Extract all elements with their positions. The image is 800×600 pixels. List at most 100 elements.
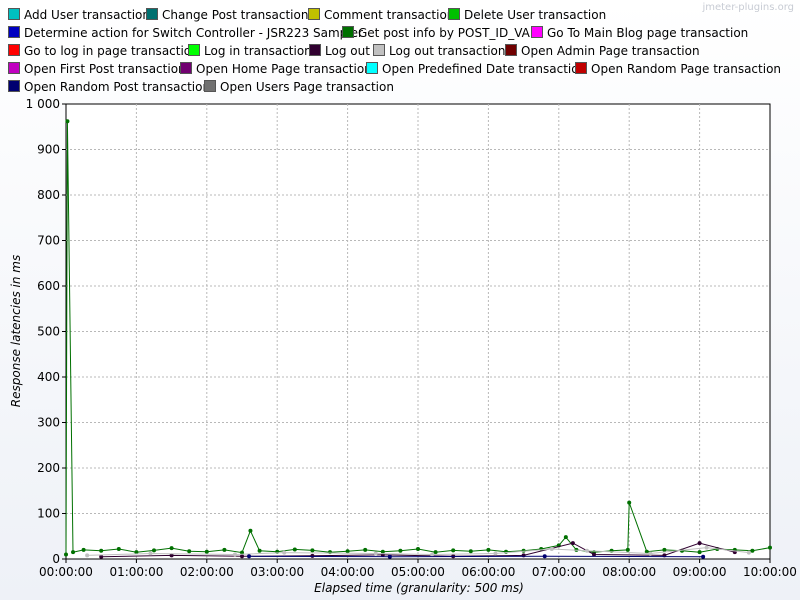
- y-axis-ticks: 0 100 200 300 400 500 600 700 800 900 1 000: [26, 97, 66, 566]
- legend-swatch: [309, 44, 321, 56]
- y-tick-label: 700: [37, 234, 60, 248]
- data-point: [627, 500, 632, 505]
- data-point: [697, 550, 702, 555]
- data-point: [493, 551, 498, 556]
- x-tick-label: 07:00:00: [532, 565, 586, 579]
- legend-label: Delete User transaction: [464, 8, 607, 22]
- data-point: [240, 550, 244, 555]
- data-point: [648, 551, 653, 556]
- data-point: [373, 551, 378, 556]
- legend-swatch: [366, 62, 378, 74]
- y-tick-label: 900: [37, 143, 60, 157]
- data-point: [99, 548, 104, 553]
- legend-item: Go To Main Blog page transaction: [531, 24, 748, 42]
- y-tick-label: 200: [37, 461, 60, 475]
- legend-swatch: [505, 44, 517, 56]
- data-point: [549, 546, 554, 551]
- data-point: [768, 545, 772, 550]
- data-point: [704, 545, 709, 550]
- legend-item: Open First Post transaction: [8, 60, 186, 78]
- data-point: [81, 547, 86, 552]
- data-point: [363, 547, 368, 552]
- legend-item: Log in transaction: [188, 42, 312, 60]
- x-tick-label: 08:00:00: [602, 565, 656, 579]
- series: [99, 541, 737, 559]
- legend-item: Get post info by POST_ID_VAL: [342, 24, 537, 42]
- legend-item: Log out: [309, 42, 370, 60]
- x-tick-label: 06:00:00: [461, 565, 515, 579]
- legend-swatch: [8, 62, 20, 74]
- y-tick-label: 0: [52, 552, 60, 566]
- data-point: [746, 550, 751, 555]
- x-tick-label: 03:00:00: [250, 565, 304, 579]
- x-tick-label: 05:00:00: [391, 565, 445, 579]
- data-point: [64, 552, 68, 557]
- legend-swatch: [204, 80, 216, 92]
- legend-item: Open Random Post transaction: [8, 78, 210, 96]
- data-point: [563, 535, 568, 540]
- data-point: [187, 549, 192, 554]
- legend-swatch: [8, 44, 20, 56]
- legend-label: Open Predefined Date transaction: [382, 62, 587, 76]
- legend-label: Open Random Post transaction: [24, 80, 211, 94]
- data-point: [65, 119, 70, 124]
- y-tick-label: 1 000: [26, 97, 60, 111]
- data-point: [148, 551, 153, 556]
- data-point: [697, 541, 702, 546]
- data-point: [701, 554, 706, 559]
- legend-swatch: [180, 62, 192, 74]
- series-line: [101, 542, 735, 558]
- x-axis-ticks: 00:00:00 01:00:00 02:00:00 03:00:00 04:00:00…: [39, 559, 797, 579]
- legend-label: Open Admin Page transaction: [521, 44, 700, 58]
- legend-item: Open Random Page transaction: [575, 60, 781, 78]
- data-point: [398, 548, 403, 553]
- series-line: [65, 121, 771, 555]
- legend-label: Open Random Page transaction: [591, 62, 782, 76]
- data-point: [248, 528, 253, 533]
- data-point: [416, 546, 420, 551]
- data-point: [345, 549, 350, 554]
- series: [247, 554, 706, 559]
- x-axis-title: Elapsed time (granularity: 500 ms): [314, 581, 524, 595]
- data-point: [468, 549, 473, 554]
- legend-item: Go to log in page transaction: [8, 42, 199, 60]
- legend-item: Add User transaction: [8, 6, 150, 24]
- legend-label: Log in transaction: [204, 44, 312, 58]
- legend-item: Open Users Page transaction: [204, 78, 394, 96]
- y-tick-label: 800: [37, 188, 60, 202]
- data-point: [169, 546, 174, 551]
- legend-swatch: [146, 8, 158, 20]
- grid-lines: [66, 104, 770, 559]
- data-point: [328, 550, 332, 555]
- legend-label: Get post info by POST_ID_VAL: [358, 26, 537, 40]
- y-tick-label: 400: [37, 370, 60, 384]
- data-point: [257, 548, 262, 553]
- data-point: [644, 549, 649, 554]
- data-point: [451, 548, 456, 553]
- data-point: [169, 553, 174, 558]
- data-point: [71, 550, 76, 555]
- series-layer: [64, 119, 772, 559]
- data-point: [204, 549, 209, 554]
- legend-label: Open First Post transaction: [24, 62, 186, 76]
- data-point: [662, 547, 667, 552]
- y-tick-label: 100: [37, 507, 60, 521]
- series: [64, 119, 772, 557]
- data-point: [152, 548, 156, 553]
- x-tick-label: 01:00:00: [109, 565, 163, 579]
- data-point: [430, 552, 435, 557]
- data-point: [387, 554, 392, 559]
- data-point: [134, 550, 139, 555]
- legend-label: Open Home Page transaction: [196, 62, 372, 76]
- legend-swatch: [8, 26, 20, 38]
- legend-label: Log out transaction: [389, 44, 506, 58]
- legend-label: Open Users Page transaction: [220, 80, 394, 94]
- legend-item: Open Home Page transaction: [180, 60, 372, 78]
- x-tick-label: 00:00:00: [39, 565, 93, 579]
- legend-swatch: [448, 8, 460, 20]
- data-point: [584, 548, 589, 553]
- legend-label: Determine action for Switch Controller -…: [24, 26, 363, 40]
- data-point: [570, 541, 575, 546]
- x-tick-label: 02:00:00: [180, 565, 234, 579]
